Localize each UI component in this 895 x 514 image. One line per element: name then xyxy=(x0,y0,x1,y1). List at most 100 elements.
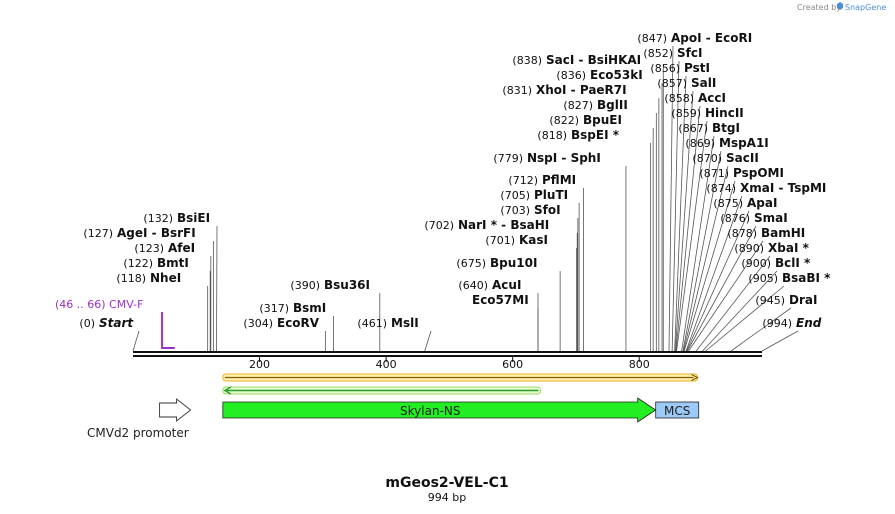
site-bamhi: (878) BamHI xyxy=(688,226,805,352)
snapgene-logo-icon xyxy=(837,2,843,10)
site-leader-line xyxy=(688,240,764,352)
site-name: AfeI xyxy=(168,241,195,255)
primer-label: (46 .. 66) CMV-F xyxy=(55,298,143,311)
site-position: (945) xyxy=(755,294,785,307)
site-name: SmaI xyxy=(754,211,788,225)
site-position: (876) xyxy=(720,212,750,225)
site-msli: (461) MslI xyxy=(357,316,432,352)
site-smai: (876) SmaI xyxy=(686,211,788,352)
site-hincii: (859) HincII xyxy=(671,106,744,352)
site-leader-line xyxy=(695,255,771,352)
site-position: (827) xyxy=(563,99,593,112)
site-bsabi: (905) BsaBI * xyxy=(705,271,831,352)
site-name: PstI xyxy=(684,61,710,75)
site-position: (822) xyxy=(549,114,579,127)
green-feature-arrow-icon xyxy=(223,386,232,395)
site-name: AcuI xyxy=(492,278,521,292)
map-length: 994 bp xyxy=(428,491,466,504)
site-position: (859) xyxy=(671,107,701,120)
site-leader-line xyxy=(132,330,140,352)
site-sacii: (870) SacII xyxy=(683,151,759,352)
site-name: AgeI - BsrFI xyxy=(117,226,196,240)
site-leader-line xyxy=(676,120,708,352)
site-position: (712) xyxy=(508,174,538,187)
site-leader-line xyxy=(686,210,750,352)
site-name: PspOMI xyxy=(733,166,784,180)
site-name: XbaI * xyxy=(768,241,810,255)
site-name: SacII xyxy=(726,151,759,165)
site-drai: (945) DraI xyxy=(730,293,817,352)
site-name: SfoI xyxy=(534,203,561,217)
site-position: (875) xyxy=(713,197,743,210)
site-position: (705) xyxy=(500,189,530,202)
site-position: (0) xyxy=(79,317,95,330)
site-position: (847) xyxy=(637,32,667,45)
site-name: NarI * - BsaHI xyxy=(458,218,549,232)
site-mspa1i: (869) MspA1I xyxy=(682,136,769,352)
orange-feature-arrow-icon xyxy=(691,373,699,382)
site-bspei: (818) BspEI * xyxy=(537,128,652,351)
site-name: DraI xyxy=(789,293,817,307)
site-name: BsiEI xyxy=(177,211,210,225)
site-name: PluTI xyxy=(534,188,568,202)
site-name: NspI - SphI xyxy=(527,151,601,165)
site-name: MspA1I xyxy=(719,136,769,150)
site-saci: (838) SacI - BsiHKAI xyxy=(512,53,664,351)
site-position: (702) xyxy=(424,219,454,232)
site-end: (994) End xyxy=(761,316,822,352)
site-position: (701) xyxy=(485,234,515,247)
site-position: (127) xyxy=(83,227,113,240)
site-position: (703) xyxy=(500,204,530,217)
site-name: SfcI xyxy=(677,46,702,60)
site-name: BpuEI xyxy=(583,113,622,127)
site-position: (856) xyxy=(650,62,680,75)
site-position: (878) xyxy=(727,227,757,240)
site-leader-line xyxy=(682,150,722,352)
site-position: (867) xyxy=(678,122,708,135)
site-name: ApoI - EcoRI xyxy=(671,31,752,45)
site-btgi: (867) BtgI xyxy=(678,121,740,352)
site-position: (640) xyxy=(458,279,488,292)
site-leader-line xyxy=(674,75,687,352)
site-leader-line xyxy=(424,330,432,352)
site-leader-line xyxy=(683,180,736,352)
site-acui: (640) AcuI xyxy=(458,278,539,351)
site-nhei: (118) NheI xyxy=(116,271,209,351)
site-position: (779) xyxy=(493,152,523,165)
site-position: (831) xyxy=(502,84,532,97)
site-bglii: (827) BglII xyxy=(563,98,657,351)
site-position: (304) xyxy=(243,317,273,330)
site-ecorv: (304) EcoRV xyxy=(243,316,326,351)
site-position: (675) xyxy=(456,257,486,270)
site-name: End xyxy=(796,316,822,330)
site-pflmi: (712) PflMI xyxy=(508,173,584,351)
site-bcli: (900) BclI * xyxy=(702,256,811,352)
site-apai: (875) ApaI xyxy=(686,196,777,352)
site-eco57mi: Eco57MI xyxy=(472,293,539,351)
site-position: (461) xyxy=(357,317,387,330)
site-name: Bpu10I xyxy=(490,256,537,270)
site-position: (118) xyxy=(116,272,146,285)
site-psti: (856) PstI xyxy=(650,61,710,352)
site-name: XmaI - TspMI xyxy=(740,181,826,195)
site-position: (852) xyxy=(643,47,673,60)
site-name: HincII xyxy=(705,106,744,120)
site-leader-line xyxy=(702,270,778,352)
site-bsiei: (132) BsiEI xyxy=(143,211,218,352)
site-position: (890) xyxy=(734,242,764,255)
site-position: (838) xyxy=(512,54,542,67)
site-pspomi: (871) PspOMI xyxy=(683,166,784,352)
site-leader-line xyxy=(683,165,729,352)
site-xhoi: (831) XhoI - PaeR7I xyxy=(502,83,660,351)
site-name: MslI xyxy=(391,316,419,330)
mcs-label: MCS xyxy=(664,404,690,418)
site-name: BglII xyxy=(597,98,628,112)
site-position: (132) xyxy=(143,212,173,225)
site-acci: (858) AccI xyxy=(664,91,726,352)
site-start: (0) Start xyxy=(79,316,140,352)
site-leader-line xyxy=(730,307,792,352)
site-leader-line xyxy=(686,225,757,352)
mcs-feature xyxy=(655,401,700,419)
site-name: ApaI xyxy=(747,196,777,210)
ruler-tick-label: 600 xyxy=(502,358,523,371)
